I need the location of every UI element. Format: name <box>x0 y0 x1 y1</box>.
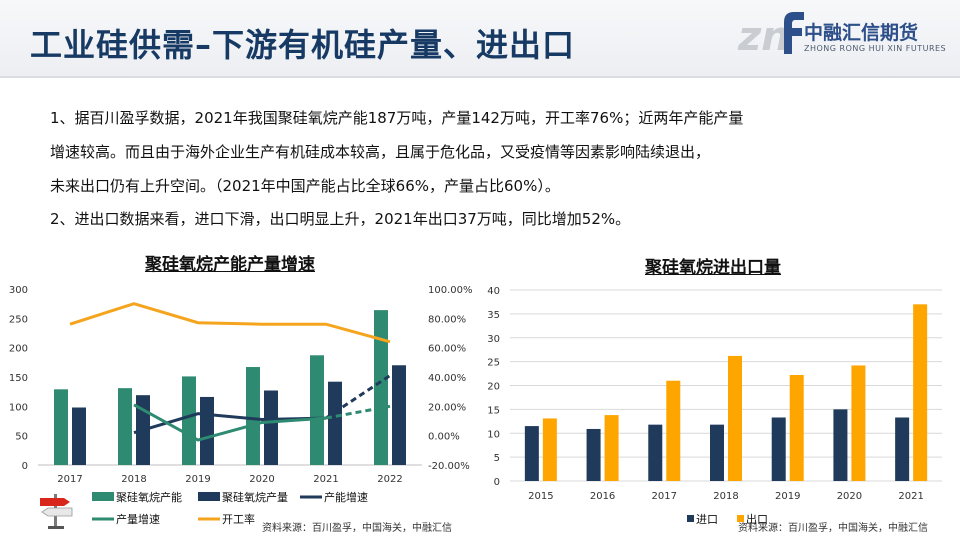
bar-capacity <box>374 310 388 465</box>
bar-export <box>913 304 928 481</box>
paragraph-line-3: 未来出口仍有上升空间。（2021年中国产能占比全球66%，产量占比60%）。 <box>50 177 560 195</box>
y-tick-label: 0 <box>494 477 500 488</box>
y-tick-label: 250 <box>9 314 28 325</box>
bar-export <box>604 415 619 481</box>
line-utilization <box>69 302 391 344</box>
paragraph-line-1: 1、据百川盈孚数据，2021年我国聚硅氧烷产能187万吨，产量142万吨，开工率… <box>50 109 744 127</box>
legend-swatch <box>198 492 220 501</box>
bar-production <box>328 381 342 465</box>
bar-import <box>710 424 724 481</box>
y-tick-label: 50 <box>15 432 28 443</box>
line-capacity-growth-forecast <box>325 374 391 420</box>
x-tick-label: 2021 <box>898 491 923 502</box>
bar-export <box>851 365 866 481</box>
y-tick-label: 5 <box>494 453 500 464</box>
bar-export <box>542 418 557 481</box>
bar-production <box>264 390 278 465</box>
bar-capacity <box>118 388 132 465</box>
y-tick-label: 25 <box>487 358 500 369</box>
x-tick-label: 2016 <box>590 491 615 502</box>
legend-label: 进口 <box>696 513 718 526</box>
logo-mark: zn <box>738 14 790 60</box>
chart2-plot: 0 5 10 15 20 25 30 35 40 2015 2016 2017 2018 2019 2020… <box>487 286 942 526</box>
line-production-growth-forecast <box>325 404 391 420</box>
company-logo: zn 中融汇信期货 ZHONG RONG HUI XIN FUTURES <box>738 10 946 62</box>
legend-label: 聚硅氧烷产能 <box>116 490 182 504</box>
y-tick-label: 20 <box>487 382 500 393</box>
y2-tick-label: -20.00% <box>428 461 470 472</box>
y2-tick-label: 100.00% <box>428 285 473 296</box>
legend-swatch <box>92 492 114 501</box>
chart2-source: 资料来源：百川盈孚，中国海关，中融汇信 <box>738 523 928 534</box>
chart1-source: 资料来源：百川盈孚，中国海关，中融汇信 <box>262 523 452 534</box>
header-divider <box>0 76 960 78</box>
legend-swatch <box>737 515 744 522</box>
page-title: 工业硅供需–下游有机硅产量、进出口 <box>30 26 576 64</box>
x-tick-label: 2017 <box>57 474 82 485</box>
bar-import <box>771 417 786 481</box>
bar-export <box>666 380 681 481</box>
bar-import <box>586 428 601 481</box>
bar-import <box>524 426 539 481</box>
y2-tick-label: 80.00% <box>428 314 466 325</box>
bar-production <box>72 407 86 465</box>
y2-tick-label: 60.00% <box>428 344 466 355</box>
x-tick-label: 2015 <box>528 491 553 502</box>
logo-f-icon <box>784 12 804 54</box>
legend-label: 出口 <box>746 512 768 526</box>
logo-chinese-name: 中融汇信期货 <box>804 22 919 44</box>
legend-label: 产量增速 <box>116 512 160 526</box>
line-production-growth <box>133 403 327 442</box>
chart2-title: 聚硅氧烷进出口量 <box>645 258 781 278</box>
paragraph-line-2: 增速较高。而且由于海外企业生产有机硅成本较高，且属于危化品，又受疫情等因素影响陆… <box>50 143 711 161</box>
legend-label: 产能增速 <box>324 490 368 504</box>
y-tick-label: 150 <box>9 373 28 384</box>
bar-import <box>895 417 910 481</box>
y-tick-label: 200 <box>9 344 28 355</box>
y-tick-label: 15 <box>487 405 500 416</box>
x-tick-label: 2020 <box>249 474 274 485</box>
signpost-icon <box>40 494 73 529</box>
x-tick-label: 2017 <box>652 491 677 502</box>
x-tick-label: 2018 <box>713 491 738 502</box>
chart1-title: 聚硅氧烷产能产量增速 <box>145 255 315 275</box>
y-tick-label: 40 <box>487 286 500 297</box>
bar-production <box>392 365 406 465</box>
bar-production <box>200 396 214 465</box>
paragraph-line-4: 2、进出口数据来看，进口下滑，出口明显上升，2021年出口37万吨，同比增加52… <box>50 210 631 228</box>
x-tick-label: 2019 <box>185 474 210 485</box>
bar-capacity <box>310 355 324 465</box>
x-tick-label: 2021 <box>313 474 338 485</box>
y2-tick-label: 20.00% <box>428 402 466 413</box>
chart1-plot: 0 50 100 150 200 250 300 -20.00% 0.00% 20.00% 40.0… <box>9 285 473 526</box>
bar-export <box>728 355 742 481</box>
y2-tick-label: 0.00% <box>428 432 460 443</box>
legend-label: 聚硅氧烷产量 <box>222 490 288 504</box>
y-tick-label: 35 <box>487 310 500 321</box>
y-tick-label: 100 <box>9 402 28 413</box>
x-tick-label: 2022 <box>377 474 402 485</box>
bar-capacity <box>246 367 260 465</box>
logo-english-name: ZHONG RONG HUI XIN FUTURES <box>804 44 947 53</box>
y-tick-label: 10 <box>487 429 500 440</box>
y-tick-label: 30 <box>487 334 500 345</box>
bar-import <box>833 409 848 481</box>
bar-capacity <box>182 376 196 465</box>
legend-swatch <box>687 515 694 522</box>
x-tick-label: 2020 <box>837 491 862 502</box>
bar-export <box>789 374 804 481</box>
bar-import <box>648 424 663 481</box>
x-tick-label: 2019 <box>775 491 800 502</box>
x-tick-label: 2018 <box>121 474 146 485</box>
y-tick-label: 0 <box>22 461 28 472</box>
y2-tick-label: 40.00% <box>428 373 466 384</box>
y-tick-label: 300 <box>9 285 28 296</box>
bar-capacity <box>54 389 68 465</box>
legend-label: 开工率 <box>222 512 255 526</box>
